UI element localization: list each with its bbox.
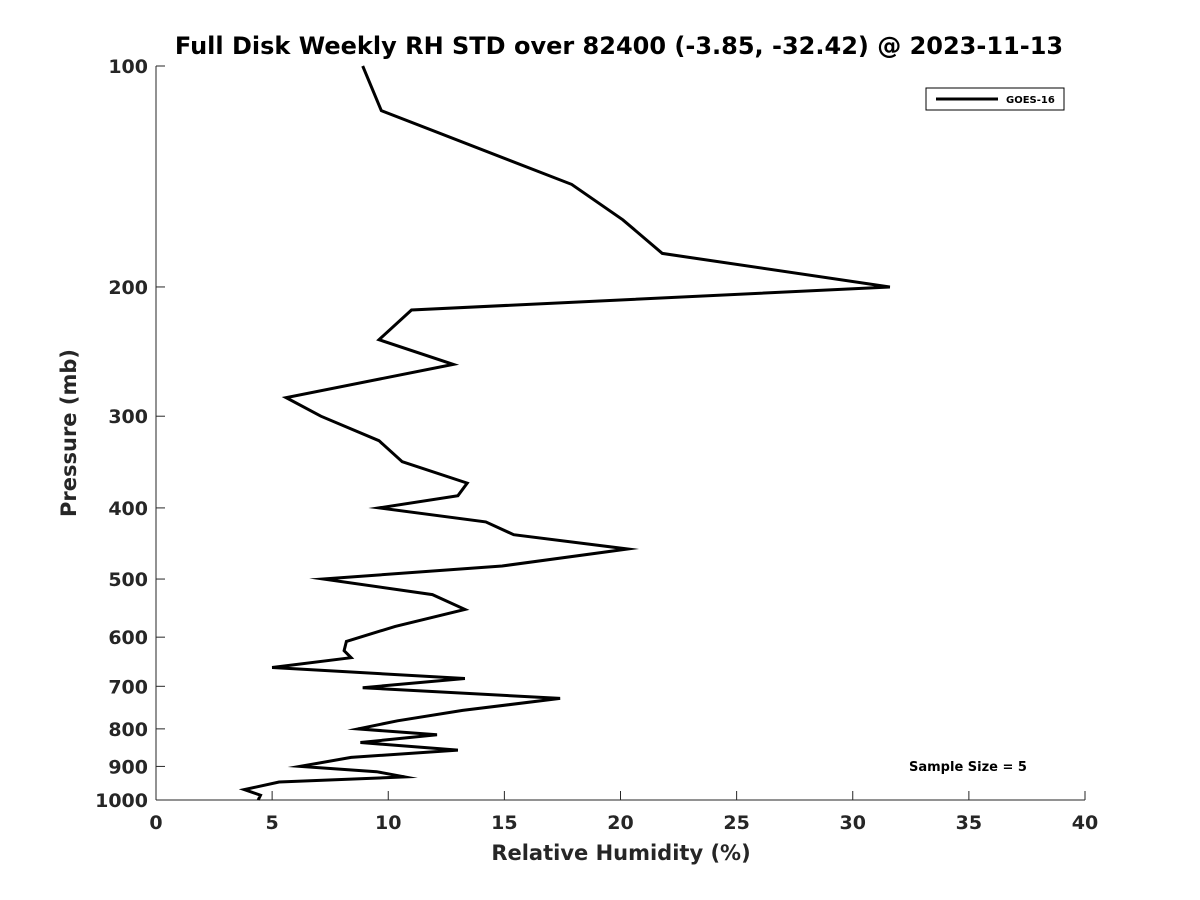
x-tick-label: 25	[723, 812, 749, 834]
x-tick-label: 10	[375, 812, 401, 834]
legend: GOES-16	[925, 87, 1065, 111]
y-tick-label: 800	[108, 719, 148, 741]
chart-title: Full Disk Weekly RH STD over 82400 (-3.8…	[175, 32, 1063, 60]
y-axis-label: Pressure (mb)	[57, 349, 81, 517]
y-tick-label: 400	[108, 498, 148, 520]
x-tick-label: 15	[491, 812, 517, 834]
y-tick-label: 200	[108, 277, 148, 299]
plot-area	[238, 65, 891, 801]
legend-label: GOES-16	[1006, 95, 1055, 106]
y-tick-label: 300	[108, 406, 148, 428]
sample-size-annotation: Sample Size = 5	[909, 760, 1027, 775]
y-tick-label: 600	[108, 627, 148, 649]
x-tick-label: 20	[607, 812, 633, 834]
y-tick-label: 700	[108, 676, 148, 698]
x-tick-label: 30	[840, 812, 866, 834]
x-tick-label: 0	[149, 812, 162, 834]
x-tick-label: 5	[266, 812, 279, 834]
y-tick-label: 500	[108, 569, 148, 591]
y-tick-label: 900	[108, 756, 148, 778]
axes: 0 5 10 15 20 25 30 35 40 100 200 300 400 500 600 700 800…	[95, 56, 1098, 834]
y-tick-label: 100	[108, 56, 148, 78]
x-axis-label: Relative Humidity (%)	[491, 841, 750, 865]
series-line-1	[238, 65, 891, 801]
x-tick-label: 35	[956, 812, 982, 834]
y-tick-label: 1000	[95, 790, 148, 812]
x-tick-label: 40	[1072, 812, 1098, 834]
